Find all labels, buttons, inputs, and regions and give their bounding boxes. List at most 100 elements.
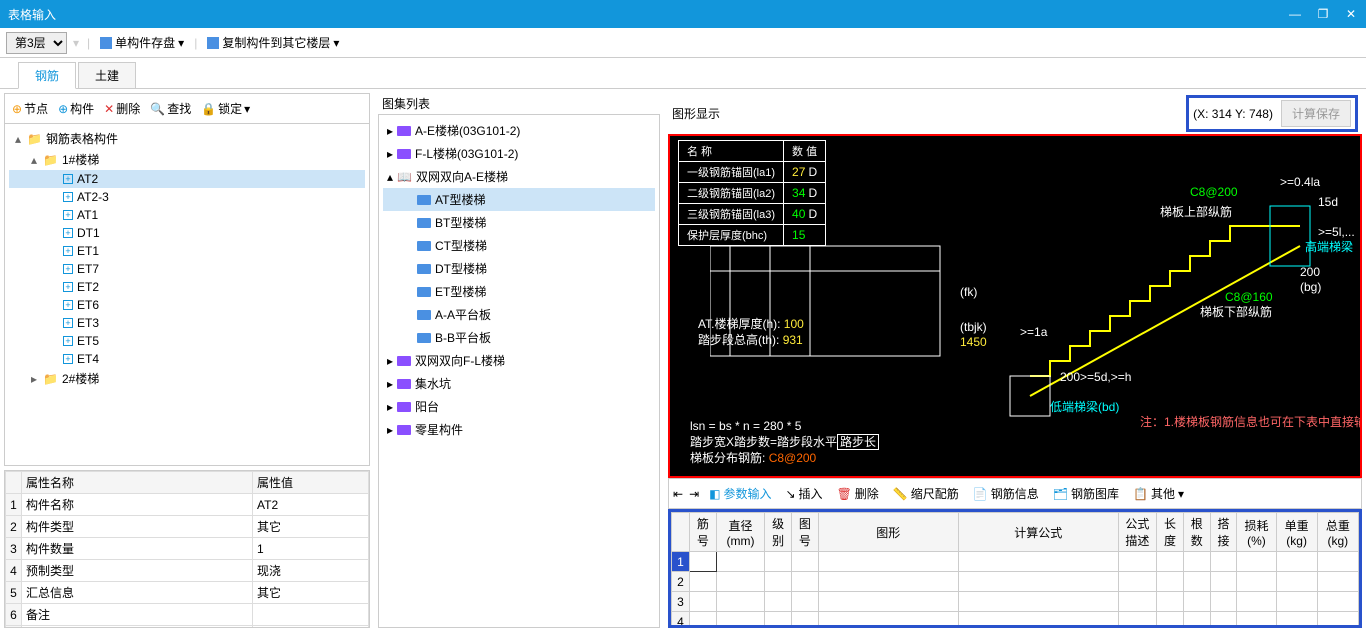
rebar-toolbar: ⇤ ⇥ ◧参数输入 ↘插入 🗑删除 📏缩尺配筋 📄钢筋信息 🗂钢筋图库 📋其他▾ [668,478,1362,509]
left-toolbar: ⊕节点 ⊕构件 ✕删除 🔍查找 🔒锁定▾ [4,93,370,123]
tree-item[interactable]: +ET5 [9,332,365,350]
param-input-button[interactable]: ◧参数输入 [705,483,775,504]
props-header-value: 属性值 [253,472,369,494]
props-header-name: 属性名称 [22,472,253,494]
svg-text:(tbjk): (tbjk) [960,320,987,334]
tree-item-at2[interactable]: +AT2 [9,170,365,188]
atlas-item[interactable]: ▸F-L楼梯(03G101-2) [383,142,655,165]
grid-row[interactable]: 4 [672,612,1359,629]
other-button[interactable]: 📋其他▾ [1129,483,1188,504]
atlas-title: 图集列表 [378,93,660,114]
props-row[interactable]: 7构件总重量(kg)0 [6,626,369,629]
component-tree[interactable]: ▴📁钢筋表格构件 ▴📁1#楼梯 +AT2 +AT2-3 +AT1 +DT1 +E… [4,123,370,466]
svg-text:高端梯梁: 高端梯梁 [1305,239,1353,254]
calc-save-button[interactable]: 计算保存 [1281,100,1351,127]
atlas-tree[interactable]: ▸A-E楼梯(03G101-2) ▸F-L楼梯(03G101-2) ▴📖双网双向… [378,114,660,628]
tree-item[interactable]: +ET3 [9,314,365,332]
atlas-item[interactable]: DT型楼梯 [383,257,655,280]
copy-button[interactable]: 复制构件到其它楼层 ▾ [203,32,343,53]
tree-item[interactable]: +AT2-3 [9,188,365,206]
atlas-item[interactable]: ▸A-E楼梯(03G101-2) [383,119,655,142]
nav-last-icon[interactable]: ⇥ [689,487,699,501]
svg-text:(fk): (fk) [960,285,977,299]
grid-row[interactable]: 1 [672,552,1359,572]
titlebar: 表格输入 — ❐ ✕ [0,0,1366,28]
coord-readout: (X: 314 Y: 748) [1193,107,1273,121]
atlas-item[interactable]: ET型楼梯 [383,280,655,303]
svg-text:低端梯梁(bd): 低端梯梁(bd) [1050,399,1119,414]
svg-text:梯板上部纵筋: 梯板上部纵筋 [1160,204,1232,219]
atlas-item[interactable]: ▸集水坑 [383,372,655,395]
scale-button[interactable]: 📏缩尺配筋 [889,483,963,504]
rebar-lib-button[interactable]: 🗂钢筋图库 [1049,483,1123,504]
properties-panel: 属性名称属性值 1构件名称AT2 2构件类型其它 3构件数量1 4预制类型现浇 … [4,470,370,628]
atlas-item[interactable]: BT型楼梯 [383,211,655,234]
grid-row[interactable]: 2 [672,572,1359,592]
save-icon [100,37,112,49]
delete-button[interactable]: ✕删除 [101,98,143,119]
window-title: 表格输入 [8,6,56,23]
atlas-item[interactable]: ▸零星构件 [383,418,655,441]
tree-root[interactable]: ▴📁钢筋表格构件 [9,128,365,149]
atlas-item[interactable]: A-A平台板 [383,303,655,326]
nav-first-icon[interactable]: ⇤ [673,487,683,501]
tree-floor-1[interactable]: ▴📁1#楼梯 [9,149,365,170]
component-button[interactable]: ⊕构件 [55,98,97,119]
tab-rebar[interactable]: 钢筋 [18,62,76,89]
rebar-grid[interactable]: 筋号直径(mm)级别 图号图形 计算公式公式描述 长度根数搭接 损耗(%)单重(… [668,509,1362,628]
svg-text:>=5l,...: >=5l,... [1318,225,1355,239]
props-row[interactable]: 1构件名称AT2 [6,494,369,516]
delete-row-button[interactable]: 🗑删除 [833,483,883,504]
svg-text:200: 200 [1300,265,1320,279]
props-row[interactable]: 6备注 [6,604,369,626]
tree-item[interactable]: +ET6 [9,296,365,314]
main-toolbar: 第3层 ▾ | 单构件存盘 ▾ | 复制构件到其它楼层 ▾ [0,28,1366,58]
rebar-info-button[interactable]: 📄钢筋信息 [969,483,1043,504]
svg-text:>=1a: >=1a [1020,325,1048,339]
svg-text:>=0.4la: >=0.4la [1280,175,1320,189]
tab-civil[interactable]: 土建 [78,62,136,88]
atlas-item-at[interactable]: AT型楼梯 [383,188,655,211]
coord-calc-box: (X: 314 Y: 748) 计算保存 [1186,95,1358,132]
tree-floor-2[interactable]: ▸📁2#楼梯 [9,368,365,389]
insert-button[interactable]: ↘插入 [781,483,826,504]
props-row[interactable]: 2构件类型其它 [6,516,369,538]
svg-text:(bg): (bg) [1300,280,1321,294]
props-row[interactable]: 5汇总信息其它 [6,582,369,604]
svg-text:C8@200: C8@200 [1190,185,1238,199]
tree-item[interactable]: +ET2 [9,278,365,296]
svg-text:注：1.楼梯板钢筋信息也可在下表中直接输入。: 注：1.楼梯板钢筋信息也可在下表中直接输入。 [1140,414,1360,429]
minimize-icon[interactable]: — [1288,7,1302,21]
props-row[interactable]: 4预制类型现浇 [6,560,369,582]
grid-row[interactable]: 3 [672,592,1359,612]
save-single-button[interactable]: 单构件存盘 ▾ [96,32,188,53]
drawing-canvas[interactable]: 名 称数 值 一级钢筋锚固(la1)27 D 二级钢筋锚固(la2)34 D 三… [668,134,1362,478]
floor-select[interactable]: 第3层 [6,32,67,54]
svg-text:15d: 15d [1318,195,1338,209]
tree-item[interactable]: +ET4 [9,350,365,368]
tree-item[interactable]: +ET7 [9,260,365,278]
save-single-label: 单构件存盘 [115,34,175,51]
copy-label: 复制构件到其它楼层 [222,34,330,51]
maximize-icon[interactable]: ❐ [1316,7,1330,21]
atlas-item[interactable]: B-B平台板 [383,326,655,349]
main-tabs: 钢筋 土建 [0,58,1366,89]
close-icon[interactable]: ✕ [1344,7,1358,21]
copy-icon [207,37,219,49]
search-button[interactable]: 🔍查找 [147,98,194,119]
atlas-item[interactable]: CT型楼梯 [383,234,655,257]
svg-text:C8@160: C8@160 [1225,290,1273,304]
props-row[interactable]: 3构件数量1 [6,538,369,560]
svg-text:梯板下部纵筋: 梯板下部纵筋 [1200,304,1272,319]
tree-item[interactable]: +AT1 [9,206,365,224]
canvas-title: 图形显示 [672,105,720,122]
tree-item[interactable]: +DT1 [9,224,365,242]
stair-diagram: (fk) (tbjk) 1450 C8@200 梯板上部纵筋 C8@160 梯板… [710,136,1360,456]
tree-item[interactable]: +ET1 [9,242,365,260]
atlas-item[interactable]: ▸双网双向F-L楼梯 [383,349,655,372]
atlas-item[interactable]: ▸阳台 [383,395,655,418]
svg-text:200: 200 [1060,370,1080,384]
node-button[interactable]: ⊕节点 [9,98,51,119]
lock-button[interactable]: 🔒锁定▾ [198,98,253,119]
atlas-item[interactable]: ▴📖双网双向A-E楼梯 [383,165,655,188]
